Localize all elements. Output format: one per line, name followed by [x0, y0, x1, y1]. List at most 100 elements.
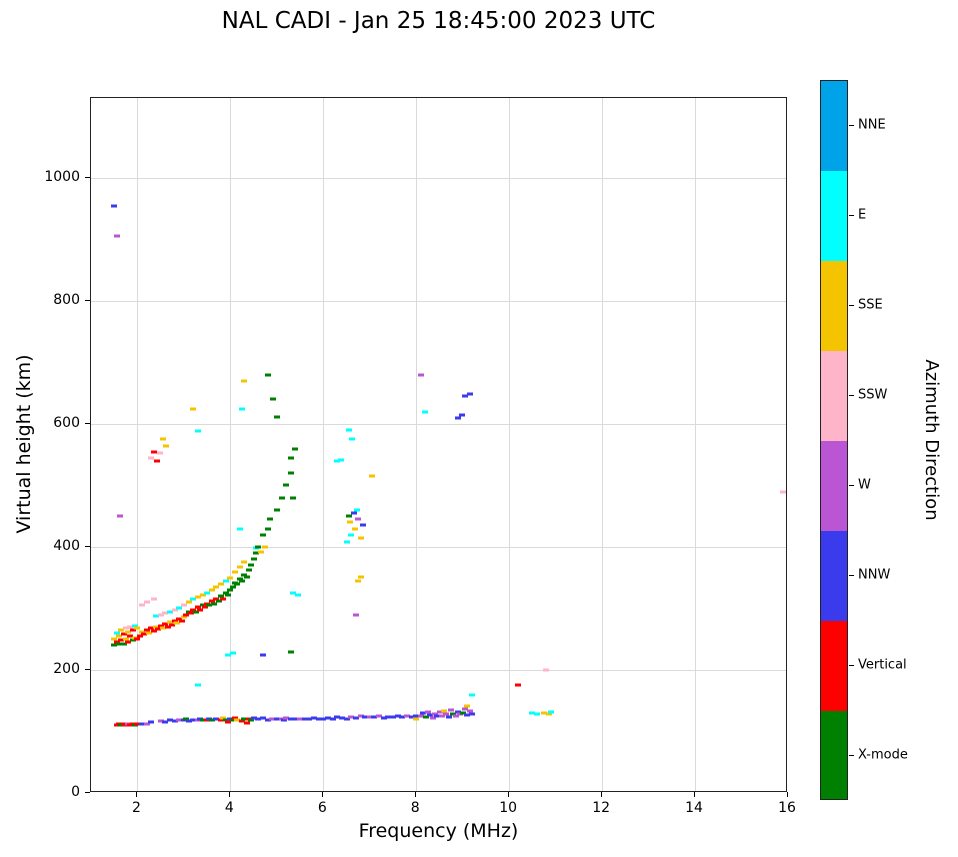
data-point [215, 599, 222, 603]
data-point [227, 717, 234, 721]
data-point [413, 717, 420, 721]
data-point [148, 456, 155, 460]
data-point [129, 638, 136, 642]
data-point [166, 610, 173, 614]
data-point [334, 459, 341, 463]
data-point [353, 508, 360, 512]
data-point [134, 626, 141, 630]
data-point [120, 642, 127, 646]
data-point [394, 714, 401, 718]
data-point [234, 582, 241, 586]
colorbar-band-nnw [821, 531, 847, 621]
data-point [273, 717, 280, 721]
x-tick-label: 10 [499, 800, 518, 816]
data-point [236, 565, 243, 569]
data-point [287, 471, 294, 475]
colorbar-band-e [821, 171, 847, 261]
data-point [443, 712, 450, 716]
colorbar-tick-mark [849, 395, 854, 396]
data-point [417, 373, 424, 377]
data-point [548, 710, 555, 714]
data-point [243, 721, 250, 725]
data-point [362, 715, 369, 719]
data-point [139, 722, 146, 725]
x-tick-mark [229, 792, 231, 797]
data-point [294, 593, 301, 597]
data-point [273, 508, 280, 512]
data-point [232, 570, 239, 574]
data-point [241, 717, 248, 721]
data-point [427, 713, 434, 717]
data-point [127, 634, 134, 638]
data-point [148, 626, 155, 630]
data-point [176, 718, 183, 722]
data-point [208, 588, 215, 592]
data-point [343, 717, 350, 721]
data-point [466, 392, 473, 396]
data-point [287, 650, 294, 654]
x-axis-label: Frequency (MHz) [358, 820, 519, 842]
data-point [287, 717, 294, 721]
data-point [450, 712, 457, 716]
data-point [129, 628, 136, 632]
x-tick-label: 4 [224, 800, 234, 816]
colorbar-tick-label: SSE [858, 297, 883, 313]
x-tick-label: 14 [685, 800, 703, 816]
colorbar-tick-label: NNE [858, 117, 886, 133]
data-point [127, 625, 134, 629]
data-point [190, 407, 197, 411]
data-point [413, 714, 420, 718]
data-point [118, 638, 125, 642]
data-point [239, 719, 246, 723]
colorbar-tick-label: X-mode [858, 747, 908, 763]
data-point [545, 712, 552, 716]
data-point [218, 594, 225, 598]
plot-area [90, 97, 787, 792]
data-point [259, 716, 266, 720]
data-point [290, 591, 297, 595]
data-point [259, 653, 266, 657]
data-point [264, 718, 271, 722]
x-tick-label: 16 [778, 800, 796, 816]
y-tick-label: 600 [53, 414, 80, 431]
data-point [248, 563, 255, 567]
data-point [329, 717, 336, 721]
data-point [187, 611, 194, 615]
data-point [213, 717, 220, 721]
data-point [153, 459, 160, 463]
data-point [208, 718, 215, 722]
data-point [250, 557, 257, 561]
data-point [125, 630, 132, 634]
data-point [162, 611, 169, 615]
data-point [462, 707, 469, 711]
data-point [422, 715, 429, 719]
data-point [417, 714, 424, 717]
data-point [337, 458, 344, 462]
colorbar-tick-mark [849, 305, 854, 306]
data-point [194, 683, 201, 687]
data-point [236, 577, 243, 581]
y-tick-mark [85, 299, 90, 301]
data-point [183, 717, 190, 721]
colorbar-label: Azimuth Direction [921, 359, 942, 521]
data-point [385, 715, 392, 719]
data-point [157, 719, 164, 723]
data-point [348, 533, 355, 537]
colorbar-tick-mark [849, 215, 854, 216]
x-tick-label: 8 [410, 800, 420, 816]
colorbar-tick-label: SSW [858, 387, 888, 403]
data-point [225, 720, 232, 724]
data-point [338, 716, 345, 720]
data-point [250, 716, 257, 720]
data-point [273, 415, 280, 419]
data-point [350, 511, 357, 515]
data-point [283, 483, 290, 487]
data-point [166, 620, 173, 624]
data-point [366, 715, 373, 719]
x-gridline [137, 98, 139, 791]
data-point [441, 709, 448, 713]
data-point [220, 716, 227, 720]
data-point [255, 717, 262, 721]
data-point [183, 613, 190, 617]
data-point [241, 379, 248, 383]
